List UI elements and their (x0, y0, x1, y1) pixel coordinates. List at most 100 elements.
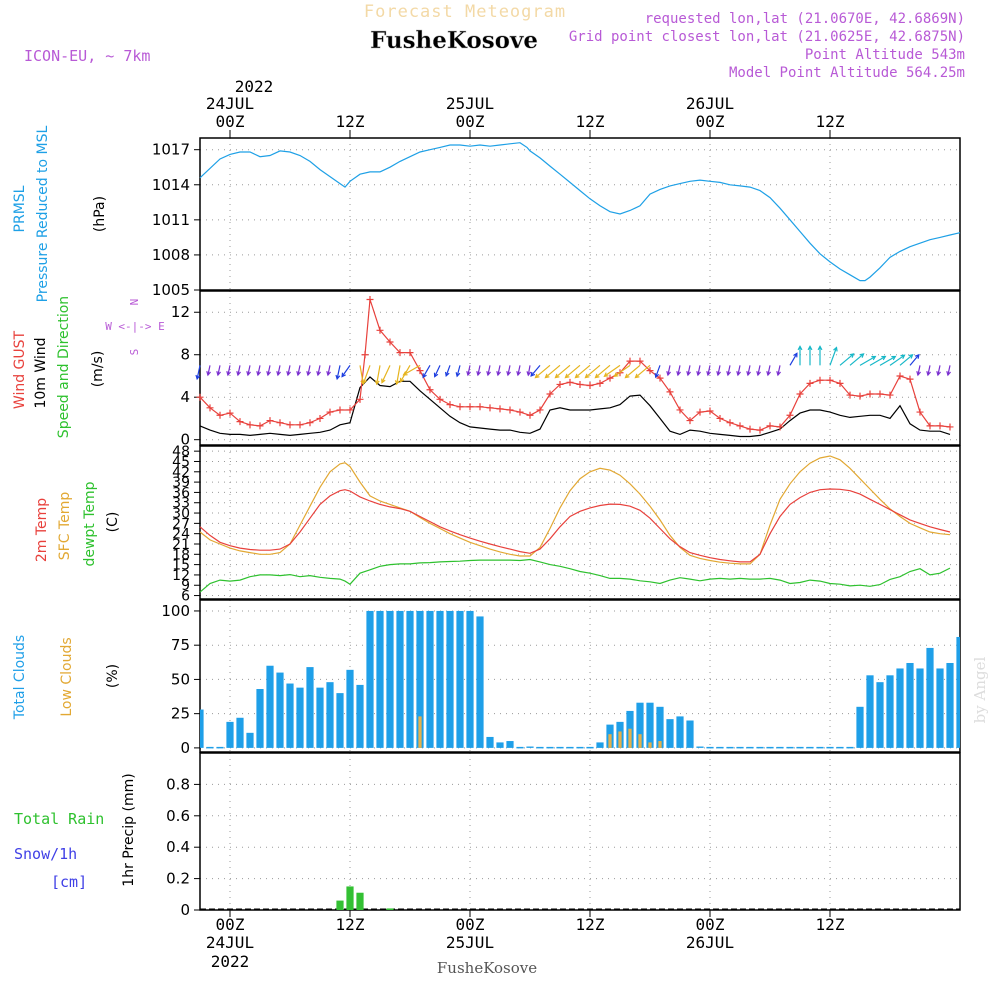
gust-marker (796, 390, 804, 398)
total-cloud-bar (756, 746, 764, 749)
gust-marker (696, 408, 704, 416)
total-cloud-bar (496, 742, 504, 748)
wind-barb-head (394, 380, 400, 386)
top-hour-label: 00Z (216, 112, 245, 131)
temp-ytick-label: 12 (172, 568, 190, 584)
wind-barb-head (306, 371, 312, 377)
wind-barb-head (444, 371, 450, 378)
gust-marker (846, 391, 854, 399)
wind-ytick-label: 12 (171, 303, 190, 321)
wind-barb (267, 365, 271, 376)
low-cloud-bar (638, 734, 642, 748)
gust-marker (866, 390, 874, 398)
wind-barb-head (914, 353, 920, 359)
wind-barb (737, 365, 741, 376)
wind-barb-head (402, 371, 408, 376)
total-cloud-bar (776, 746, 784, 749)
wind-barb-head (195, 374, 201, 381)
wind-barb (396, 365, 401, 385)
bottom-date-label: 24JUL (206, 933, 254, 952)
wind-barb-head (833, 346, 838, 352)
wind-barb (257, 365, 261, 376)
wind-barb (237, 365, 241, 376)
wind-barb-head (756, 371, 762, 377)
temp-ytick-label: 45 (172, 454, 190, 470)
total-cloud-bar (426, 610, 434, 748)
wind-barb-head (381, 378, 386, 384)
wind-barb-head (603, 372, 609, 377)
total-cloud-bar (456, 610, 464, 748)
wind-barb (403, 364, 421, 376)
total-cloud-bar (486, 736, 494, 748)
total-cloud-bar (736, 746, 744, 749)
wind-barb (575, 364, 591, 379)
wind-barb-head (676, 371, 682, 377)
wind-barb (697, 365, 701, 376)
gust-marker (566, 378, 574, 386)
total-cloud-bar (836, 746, 844, 749)
wind-barb-head (766, 371, 772, 377)
clouds-ytick-label: 50 (171, 670, 190, 688)
top-hour-label: 12Z (576, 112, 605, 131)
total-cloud-bar (946, 662, 954, 748)
temp-label-3: dewpt Temp (82, 481, 98, 566)
wind-barb-head (946, 371, 952, 377)
wind-ytick-label: 8 (180, 346, 190, 364)
wind-barb-head (476, 371, 482, 377)
gust-marker (506, 406, 514, 414)
top-hour-label: 12Z (336, 112, 365, 131)
total-cloud-bar (916, 668, 924, 748)
total-cloud-bar (876, 682, 884, 748)
gust-marker (806, 379, 814, 387)
wind-labels: Wind GUST 10m Wind Speed and Direction (… (12, 296, 165, 438)
requested-coords: requested lon,lat (21.0670E, 42.6869N) (645, 11, 965, 27)
precip-label-3: [cm] (51, 873, 87, 891)
wind-barb (565, 364, 581, 379)
bottom-date-label: 25JUL (446, 933, 494, 952)
wind-barb (277, 365, 281, 376)
gust-marker (236, 418, 244, 426)
wind-barb (937, 365, 941, 376)
wind-barb (307, 365, 311, 376)
wind-barb-head (335, 374, 341, 381)
dewpoint-line (199, 558, 951, 593)
wind-barb (604, 364, 621, 377)
wind-barb (677, 365, 681, 376)
wind-barb-head (296, 371, 302, 377)
temp-label-2: SFC Temp (57, 492, 73, 561)
wind-barb (336, 365, 341, 379)
top-hour-label: 00Z (456, 112, 485, 131)
pressure-labels: PRMSL Pressure Reduced to MSL (hPa) (12, 125, 108, 302)
precip-label-1: Total Rain (14, 810, 104, 828)
top-date-label: 25JUL (446, 94, 494, 113)
wind-barb-head (399, 377, 405, 383)
clouds-ytick-label: 100 (161, 602, 190, 620)
wind-frame (199, 290, 961, 446)
low-cloud-bar (658, 741, 662, 748)
gust-marker (736, 422, 744, 430)
gust-marker (606, 374, 614, 382)
total-cloud-bar (286, 683, 294, 748)
wind-barb-head (466, 371, 472, 377)
total-cloud-bar (356, 684, 364, 748)
total-cloud-bar (516, 746, 524, 749)
pressure-ytick-label: 1011 (152, 211, 190, 229)
wind-barb-head (594, 373, 600, 379)
pressure-label-1: PRMSL (12, 185, 28, 232)
gust-marker (876, 390, 884, 398)
wind-barb-head (900, 354, 906, 360)
wind-barb-head (891, 355, 897, 361)
wind-barb-head (613, 372, 619, 377)
wind-barb (487, 365, 491, 376)
wind-barb (555, 364, 571, 379)
wind-barb (879, 355, 896, 366)
precip-unit: 1hr Precip (mm) (121, 773, 137, 886)
wind-barb (595, 364, 611, 379)
gust-marker (386, 338, 394, 346)
wind-barb-head (534, 373, 540, 379)
total-cloud-bar (236, 717, 244, 748)
temp-label-1: 2m Temp (34, 498, 50, 562)
total-cloud-bar (726, 746, 734, 749)
gust-marker (486, 404, 494, 412)
